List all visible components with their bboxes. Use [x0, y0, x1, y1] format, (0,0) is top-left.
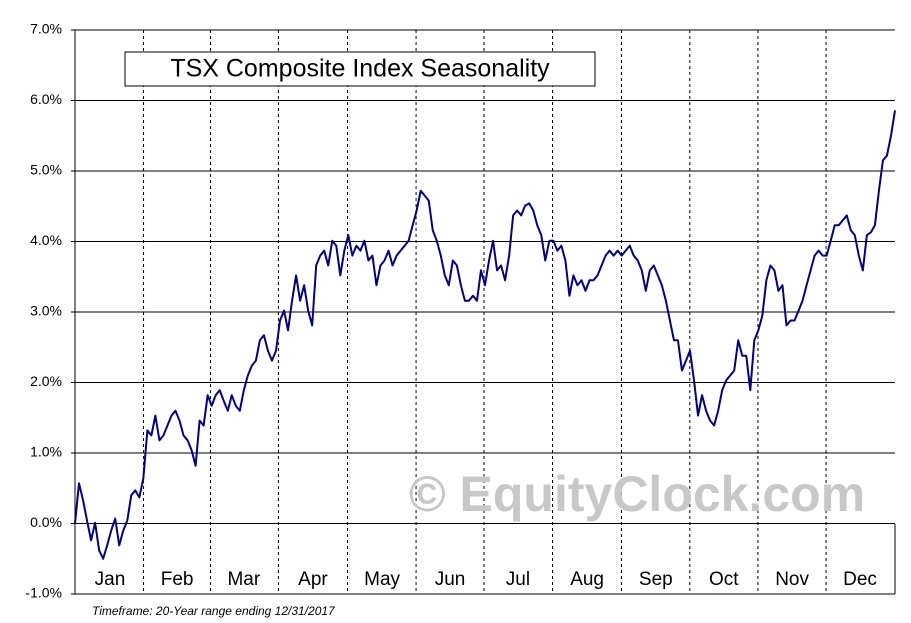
y-tick-label: 7.0% — [30, 21, 62, 37]
y-tick-label: 5.0% — [30, 162, 62, 178]
chart-title: TSX Composite Index Seasonality — [170, 55, 550, 83]
watermark: © EquityClock.com — [409, 466, 865, 522]
x-tick-label: Apr — [298, 569, 328, 590]
x-tick-label: Dec — [843, 569, 877, 590]
x-tick-label: Jul — [506, 569, 530, 590]
title-box — [124, 51, 596, 87]
plot — [74, 110, 896, 560]
footnote: Timeframe: 20-Year range ending 12/31/20… — [92, 604, 336, 618]
x-tick-label: Sep — [639, 569, 673, 590]
x-tick-label: Feb — [161, 569, 194, 590]
x-tick-label: Jun — [435, 569, 466, 590]
x-tick-label: Jan — [95, 569, 126, 590]
y-tick-label: 0.0% — [30, 514, 62, 530]
y-tick-label: 6.0% — [30, 91, 62, 107]
x-tick-label: May — [364, 569, 400, 590]
y-tick-label: 4.0% — [30, 232, 62, 248]
x-tick-label: Oct — [709, 569, 739, 590]
y-tick-label: 1.0% — [30, 444, 62, 460]
x-tick-label: Nov — [775, 569, 809, 590]
y-tick-label: 2.0% — [30, 373, 62, 389]
y-tick-label: 3.0% — [30, 303, 62, 319]
grid — [71, 29, 896, 595]
series-line — [74, 110, 896, 560]
x-tick-label: Mar — [227, 569, 260, 590]
x-tick-label: Aug — [570, 569, 604, 590]
y-tick-label: -1.0% — [25, 585, 62, 601]
